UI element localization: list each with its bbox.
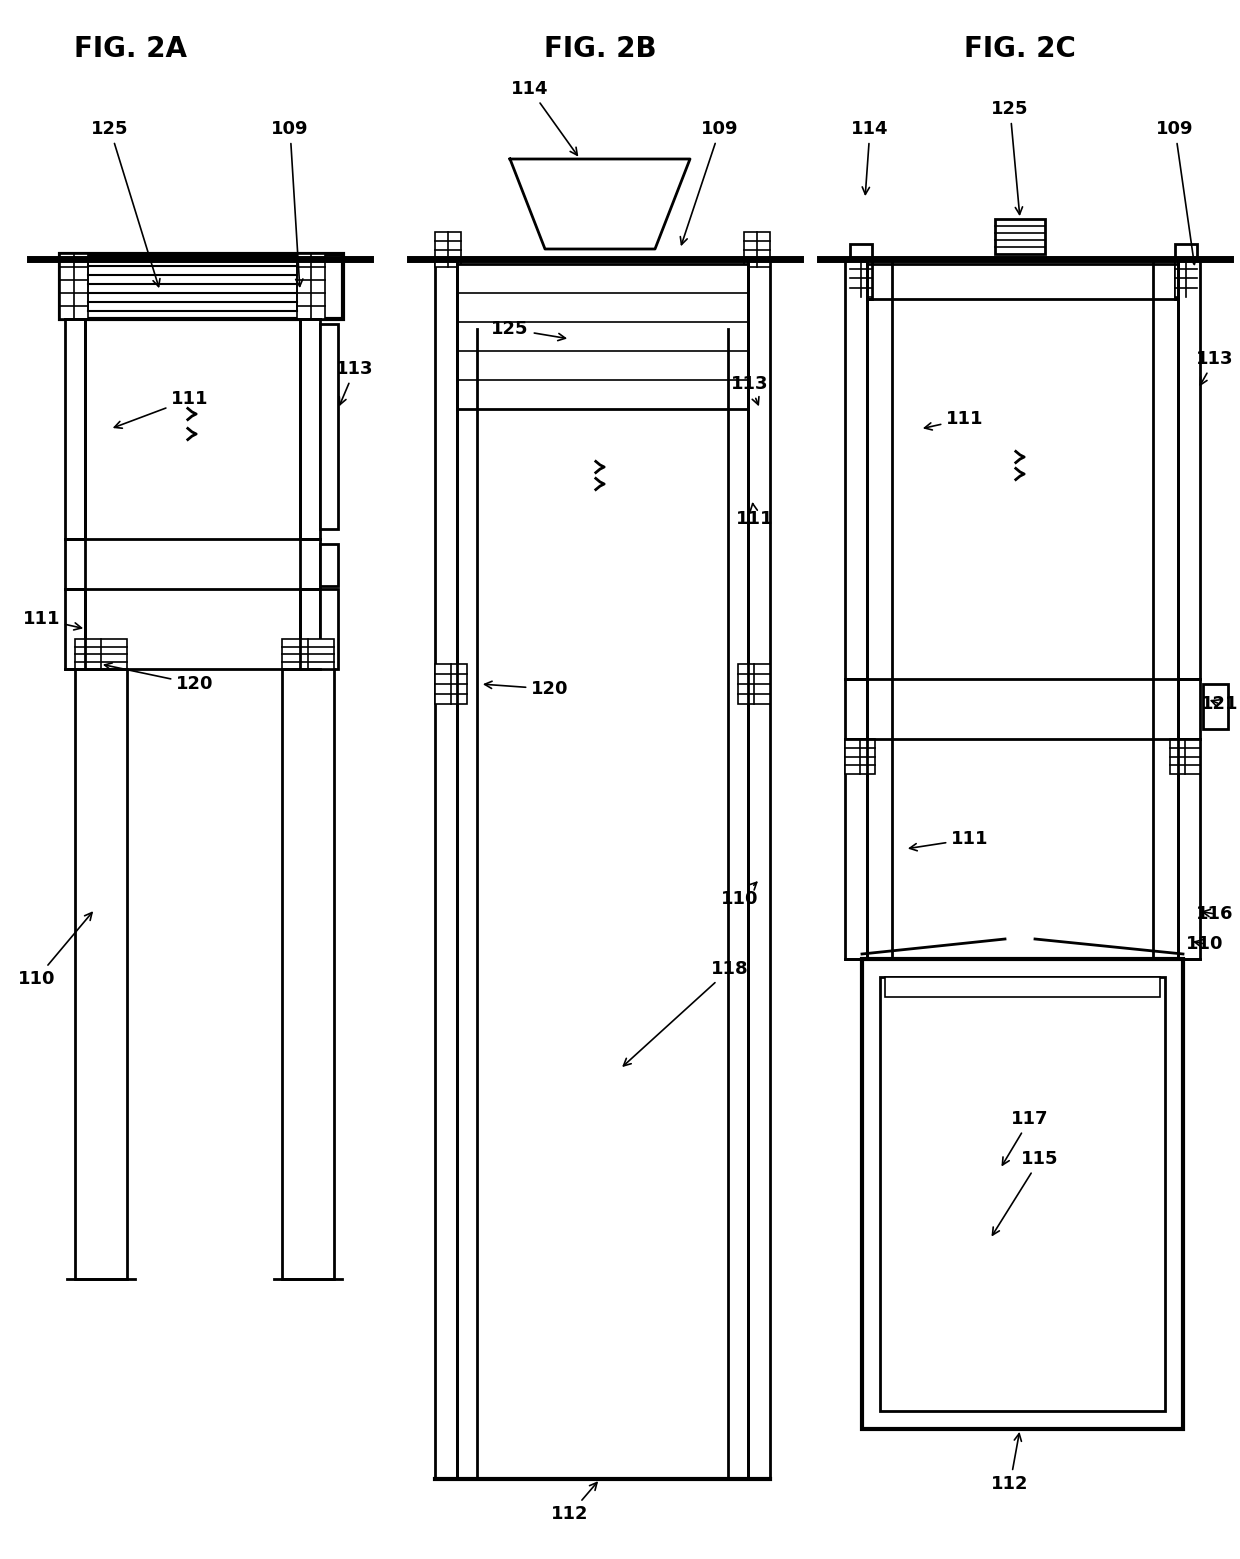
Bar <box>1178 259 1200 680</box>
Text: 115: 115 <box>992 1151 1059 1235</box>
Bar <box>298 254 325 320</box>
Bar <box>64 320 86 539</box>
Bar <box>849 259 872 298</box>
Text: 110: 110 <box>722 882 759 907</box>
Bar <box>64 539 86 589</box>
Text: 110: 110 <box>17 912 92 988</box>
Text: 111: 111 <box>925 410 983 430</box>
Text: 120: 120 <box>104 663 213 694</box>
Bar <box>1178 739 1200 959</box>
Bar <box>300 539 320 589</box>
Bar <box>885 977 1159 998</box>
Text: 111: 111 <box>114 390 208 429</box>
Bar <box>1203 684 1228 730</box>
Bar <box>738 664 770 705</box>
Text: 116: 116 <box>1197 906 1234 923</box>
Text: 109: 109 <box>681 120 739 245</box>
Text: 113: 113 <box>336 360 373 405</box>
Bar <box>1178 680 1200 739</box>
Bar <box>862 959 1183 1430</box>
Bar <box>1176 259 1197 298</box>
Bar <box>844 739 867 959</box>
Bar <box>1176 245 1197 299</box>
Bar <box>320 544 339 586</box>
Bar <box>1171 739 1200 773</box>
Text: 125: 125 <box>491 320 565 340</box>
Text: 109: 109 <box>272 120 309 287</box>
Bar <box>435 664 467 705</box>
Bar <box>435 259 458 1479</box>
Bar <box>60 254 343 320</box>
Bar <box>880 977 1166 1411</box>
Bar <box>435 232 461 267</box>
Text: 121: 121 <box>1202 695 1239 712</box>
Text: 110: 110 <box>1187 935 1224 953</box>
Text: 112: 112 <box>552 1483 596 1523</box>
Bar <box>994 218 1045 254</box>
Bar <box>64 589 86 669</box>
Bar <box>849 245 872 299</box>
Text: FIG. 2A: FIG. 2A <box>73 34 186 62</box>
Bar <box>320 324 339 529</box>
Text: 125: 125 <box>92 120 160 287</box>
Text: 114: 114 <box>511 80 578 156</box>
Bar <box>744 232 770 267</box>
Text: FIG. 2C: FIG. 2C <box>963 34 1076 62</box>
Bar <box>844 680 867 739</box>
Bar <box>300 589 320 669</box>
Text: 109: 109 <box>1156 120 1197 265</box>
Bar <box>281 639 334 669</box>
Bar <box>458 263 748 408</box>
Text: FIG. 2B: FIG. 2B <box>543 34 656 62</box>
Text: 111: 111 <box>22 610 82 630</box>
Text: 113: 113 <box>732 376 769 405</box>
Bar <box>748 259 770 1479</box>
Text: 125: 125 <box>991 100 1029 215</box>
Text: 114: 114 <box>851 120 889 195</box>
Bar <box>844 259 867 680</box>
Text: 113: 113 <box>1197 351 1234 385</box>
Text: 120: 120 <box>485 680 569 698</box>
Bar <box>74 669 126 1278</box>
Bar <box>300 320 320 539</box>
Bar <box>74 639 126 669</box>
Bar <box>281 669 334 1278</box>
Text: 118: 118 <box>624 960 749 1066</box>
Text: 112: 112 <box>991 1434 1029 1494</box>
Bar <box>60 254 88 320</box>
Bar <box>320 589 339 669</box>
Text: 111: 111 <box>910 829 988 851</box>
Text: 111: 111 <box>737 504 774 529</box>
Bar <box>844 739 875 773</box>
Text: 117: 117 <box>1002 1110 1049 1165</box>
